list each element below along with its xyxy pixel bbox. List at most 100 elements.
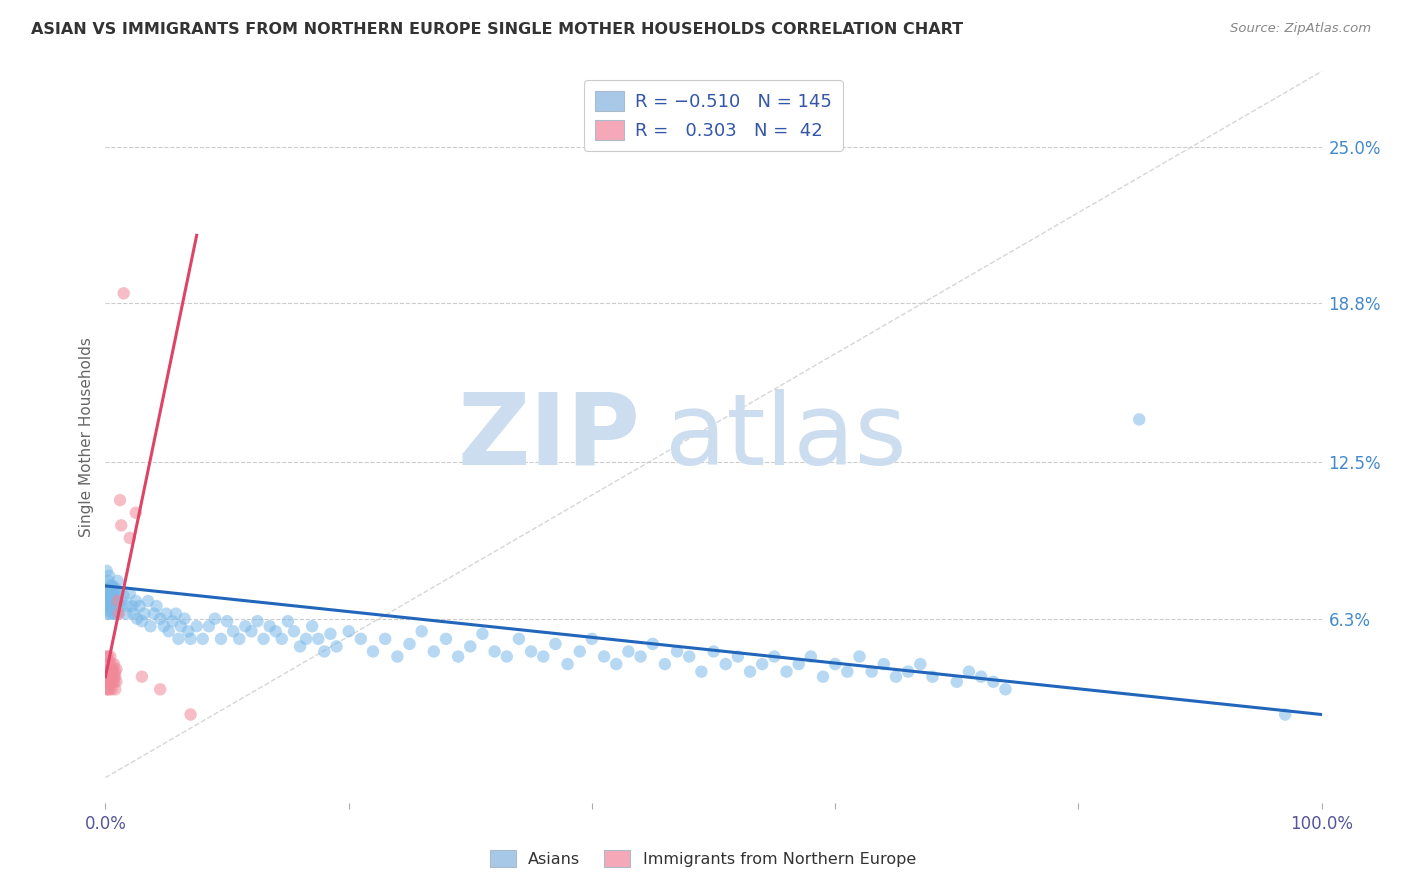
Point — [970, 670, 993, 684]
Point — [690, 665, 713, 679]
Point — [678, 649, 700, 664]
Point — [447, 649, 470, 664]
Point — [162, 614, 184, 628]
Point — [149, 612, 172, 626]
Point — [374, 632, 396, 646]
Point — [101, 665, 124, 679]
Legend: Asians, Immigrants from Northern Europe: Asians, Immigrants from Northern Europe — [484, 844, 922, 873]
Text: ZIP: ZIP — [458, 389, 641, 485]
Point — [957, 665, 980, 679]
Point — [702, 644, 725, 658]
Point — [97, 662, 120, 676]
Point — [471, 627, 494, 641]
Point — [228, 632, 250, 646]
Point — [139, 619, 162, 633]
Point — [910, 657, 932, 671]
Point — [1128, 412, 1150, 426]
Point — [884, 670, 907, 684]
Point — [314, 644, 336, 658]
Point — [98, 649, 121, 664]
Point — [98, 582, 121, 596]
Point — [96, 674, 118, 689]
Point — [264, 624, 287, 639]
Point — [108, 607, 131, 621]
Point — [108, 493, 131, 508]
Point — [97, 599, 120, 613]
Point — [149, 682, 172, 697]
Point — [103, 583, 125, 598]
Point — [153, 619, 176, 633]
Point — [107, 594, 129, 608]
Point — [198, 619, 221, 633]
Point — [105, 662, 128, 676]
Point — [98, 674, 121, 689]
Point — [96, 564, 118, 578]
Point — [100, 586, 122, 600]
Point — [270, 632, 292, 646]
Point — [96, 594, 118, 608]
Point — [361, 644, 384, 658]
Point — [97, 649, 120, 664]
Point — [143, 607, 166, 621]
Point — [630, 649, 652, 664]
Point — [295, 632, 318, 646]
Point — [557, 657, 579, 671]
Point — [98, 662, 121, 676]
Point — [98, 670, 121, 684]
Point — [104, 670, 127, 684]
Point — [945, 674, 967, 689]
Point — [134, 607, 156, 621]
Point — [177, 624, 200, 639]
Point — [170, 619, 193, 633]
Point — [157, 624, 180, 639]
Point — [98, 591, 121, 606]
Point — [100, 682, 122, 697]
Point — [110, 518, 132, 533]
Y-axis label: Single Mother Households: Single Mother Households — [79, 337, 94, 537]
Point — [125, 612, 148, 626]
Point — [105, 594, 128, 608]
Point — [252, 632, 274, 646]
Point — [763, 649, 786, 664]
Point — [98, 607, 121, 621]
Point — [994, 682, 1017, 697]
Point — [897, 665, 920, 679]
Point — [98, 589, 121, 603]
Point — [97, 607, 120, 621]
Point — [337, 624, 360, 639]
Point — [593, 649, 616, 664]
Point — [508, 632, 530, 646]
Point — [97, 682, 120, 697]
Point — [727, 649, 749, 664]
Point — [96, 649, 118, 664]
Point — [738, 665, 761, 679]
Point — [531, 649, 554, 664]
Point — [811, 670, 834, 684]
Point — [100, 657, 122, 671]
Point — [325, 640, 347, 654]
Point — [921, 670, 943, 684]
Point — [217, 614, 239, 628]
Point — [288, 640, 311, 654]
Point — [666, 644, 689, 658]
Point — [787, 657, 810, 671]
Point — [222, 624, 245, 639]
Point — [568, 644, 591, 658]
Point — [121, 599, 143, 613]
Point — [860, 665, 883, 679]
Point — [301, 619, 323, 633]
Point — [107, 586, 129, 600]
Point — [100, 665, 122, 679]
Point — [458, 640, 481, 654]
Point — [96, 599, 118, 613]
Point — [125, 594, 148, 608]
Point — [105, 599, 128, 613]
Point — [800, 649, 823, 664]
Point — [319, 627, 342, 641]
Point — [398, 637, 420, 651]
Point — [98, 665, 121, 679]
Point — [136, 594, 159, 608]
Point — [97, 586, 120, 600]
Point — [98, 682, 121, 697]
Point — [411, 624, 433, 639]
